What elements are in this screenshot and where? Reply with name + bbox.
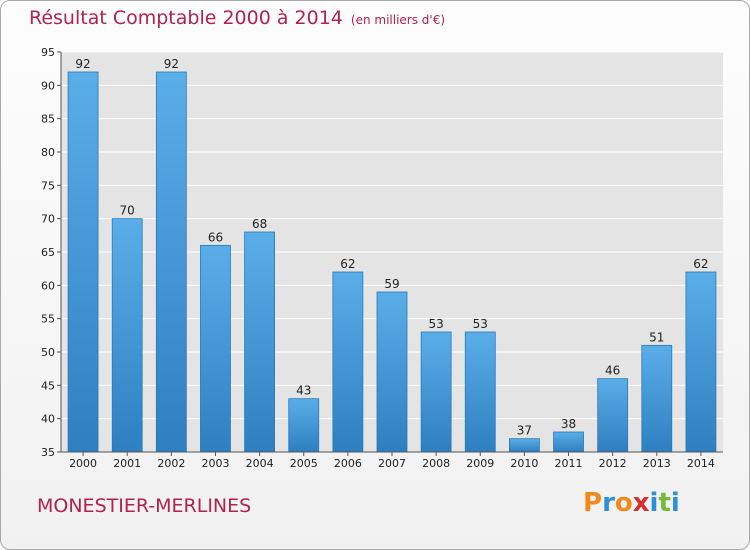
brand-letter: x: [632, 488, 650, 518]
chart-unit-note: (en milliers d'€): [350, 13, 446, 27]
bar-2011: [553, 431, 584, 453]
y-tick-label: 40: [41, 413, 55, 426]
bar-2006: [332, 271, 364, 453]
value-label-2007: 59: [384, 277, 399, 291]
value-label-2006: 62: [340, 257, 355, 271]
value-label-2001: 70: [120, 204, 135, 218]
x-tick-label-2008: 2008: [422, 457, 450, 470]
x-tick-label-2001: 2001: [113, 457, 141, 470]
x-tick-label-2005: 2005: [290, 457, 318, 470]
x-tick-label-2012: 2012: [599, 457, 627, 470]
y-tick-label: 75: [41, 179, 55, 192]
bar-2007: [376, 291, 408, 453]
value-label-2003: 66: [208, 230, 223, 244]
y-tick-label: 85: [41, 113, 55, 126]
bar-2009: [464, 331, 496, 453]
x-tick-label-2014: 2014: [687, 457, 715, 470]
chart-title-text: Résultat Comptable 2000 à 2014: [29, 7, 343, 29]
brand-letter: o: [614, 488, 633, 518]
x-tick-label-2010: 2010: [510, 457, 538, 470]
x-tick-label-2009: 2009: [466, 457, 494, 470]
brand-letter: i: [649, 488, 659, 518]
y-tick-label: 70: [41, 213, 55, 226]
y-tick-label: 60: [41, 279, 55, 292]
y-tick-label: 90: [41, 79, 55, 92]
value-label-2011: 38: [561, 417, 576, 431]
value-label-2010: 37: [517, 424, 532, 438]
bar-2004: [244, 231, 276, 453]
bar-2010: [508, 438, 540, 453]
value-label-2013: 51: [649, 330, 664, 344]
y-tick-label: 65: [41, 246, 55, 259]
y-tick-label: 95: [41, 46, 55, 59]
y-tick-label: 45: [41, 379, 55, 392]
value-label-2000: 92: [75, 57, 90, 71]
y-tick-label: 50: [41, 346, 55, 359]
bar-2013: [641, 344, 673, 453]
x-tick-label-2006: 2006: [334, 457, 362, 470]
city-name: MONESTIER-MERLINES: [37, 495, 252, 517]
brand-letter: P: [583, 488, 603, 518]
bar-2002: [155, 71, 187, 453]
value-label-2009: 53: [473, 317, 488, 331]
x-tick-label-2013: 2013: [643, 457, 671, 470]
bar-2000: [67, 71, 99, 453]
value-label-2004: 68: [252, 217, 267, 231]
y-tick-label: 35: [41, 446, 55, 459]
x-tick-label-2007: 2007: [378, 457, 406, 470]
bar-2005: [288, 398, 320, 453]
brand-letter: i: [670, 488, 680, 518]
proxiti-logo: Proxiti: [583, 488, 680, 518]
y-tick-label: 55: [41, 313, 55, 326]
bar-2001: [111, 218, 143, 453]
y-tick-label: 80: [41, 146, 55, 159]
x-tick-label-2002: 2002: [157, 457, 185, 470]
bar-2014: [685, 271, 717, 453]
bar-2003: [200, 244, 231, 453]
value-label-2002: 92: [164, 57, 179, 71]
x-tick-label-2004: 2004: [246, 457, 274, 470]
value-label-2005: 43: [296, 384, 311, 398]
value-label-2008: 53: [428, 317, 443, 331]
x-tick-label-2003: 2003: [201, 457, 229, 470]
x-tick-label-2000: 2000: [69, 457, 97, 470]
bar-2012: [597, 378, 629, 453]
bar-2008: [420, 331, 452, 453]
value-label-2012: 46: [605, 364, 620, 378]
brand-letter: t: [658, 488, 671, 518]
x-tick-label-2011: 2011: [555, 457, 583, 470]
brand-letter: r: [602, 488, 615, 518]
chart-title: Résultat Comptable 2000 à 2014 (en millie…: [29, 7, 445, 29]
value-label-2014: 62: [693, 257, 708, 271]
